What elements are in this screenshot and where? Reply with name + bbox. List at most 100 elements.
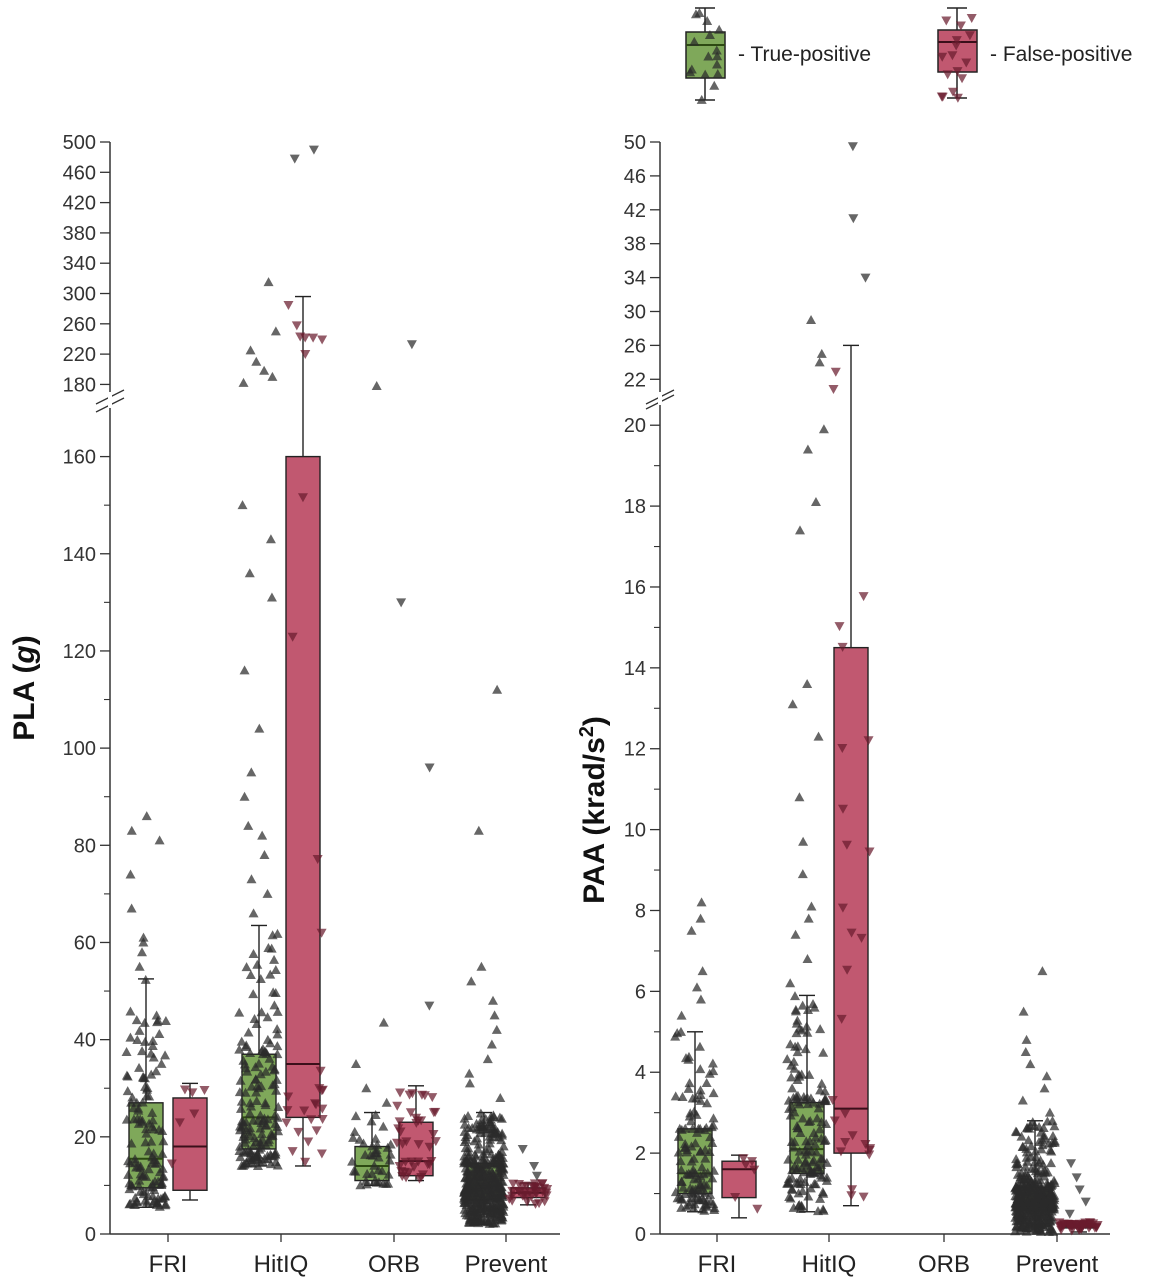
data-point (685, 1197, 696, 1207)
data-point (796, 1200, 807, 1210)
data-point (272, 1006, 283, 1016)
data-point (803, 1116, 814, 1126)
y-tick-label: 14 (624, 658, 646, 680)
data-point (747, 1157, 758, 1167)
outlier-point (806, 901, 817, 911)
outlier-point (361, 1083, 372, 1093)
outlier-point (1066, 1159, 1077, 1169)
data-point (738, 1154, 749, 1164)
data-point (234, 1007, 245, 1017)
data-point (858, 592, 869, 602)
data-point (154, 1029, 165, 1039)
data-point (788, 1142, 799, 1152)
data-point (251, 1018, 262, 1028)
data-point (125, 1032, 136, 1042)
outlier-point (487, 995, 498, 1005)
data-point (369, 1175, 380, 1185)
outlier-point (489, 1010, 500, 1020)
data-point (828, 384, 839, 394)
data-point (1046, 1187, 1057, 1197)
data-point (370, 1133, 381, 1143)
data-point (701, 1098, 712, 1108)
data-point (507, 1186, 518, 1196)
data-point (269, 954, 280, 964)
data-point (383, 1169, 394, 1179)
data-point (392, 1101, 403, 1111)
data-point (812, 1113, 823, 1123)
y-tick-label: 22 (624, 369, 646, 391)
data-point (522, 1197, 533, 1207)
data-point (519, 1191, 530, 1201)
data-point (416, 1116, 427, 1126)
legend-point (711, 59, 722, 69)
data-point (240, 1041, 251, 1051)
y-tick-label: 34 (624, 268, 646, 290)
outlier-point (810, 497, 821, 507)
data-point (483, 1216, 494, 1226)
data-point (1018, 1142, 1029, 1152)
data-point (837, 642, 848, 652)
data-point (143, 1146, 154, 1156)
data-point (837, 744, 848, 754)
data-point (688, 1203, 699, 1213)
legend-point (704, 30, 715, 40)
data-point (1058, 1219, 1069, 1229)
data-point (794, 1023, 805, 1033)
data-point (273, 1126, 284, 1136)
legend-point (937, 52, 948, 62)
data-point (459, 1156, 470, 1166)
outlier-point (818, 424, 829, 434)
data-point (252, 959, 263, 969)
outlier-point (244, 568, 255, 578)
y-tick-label: 380 (63, 223, 96, 245)
outlier-point (1071, 1173, 1082, 1183)
data-point (810, 1179, 821, 1189)
data-point (709, 1204, 720, 1214)
outlier-point (371, 380, 382, 390)
legend-point (955, 21, 966, 31)
outlier-point (797, 869, 808, 879)
data-point (1038, 1122, 1049, 1132)
data-point (792, 1047, 803, 1057)
data-point (473, 1161, 484, 1171)
data-point (263, 943, 274, 953)
data-point (818, 1188, 829, 1198)
false-positive-box-fri (721, 1154, 763, 1219)
outlier-point (381, 1097, 392, 1107)
data-point (299, 1106, 310, 1116)
data-point (123, 1169, 134, 1179)
legend-true-positive-label: - True-positive (738, 43, 871, 66)
data-points (827, 142, 876, 1202)
data-point (235, 1075, 246, 1085)
y-tick-label: 220 (63, 344, 96, 366)
data-point (1021, 1173, 1032, 1183)
data-point (793, 1188, 804, 1198)
data-point (1034, 1206, 1045, 1216)
data-point (830, 367, 841, 377)
outlier-point (813, 731, 824, 741)
data-point (1013, 1221, 1024, 1231)
data-point (800, 1157, 811, 1167)
data-point (695, 1085, 706, 1095)
legend-point (966, 14, 977, 24)
y-tick-label: 40 (74, 1030, 96, 1052)
outlier-point (289, 154, 300, 164)
outlier-point (126, 825, 137, 835)
data-point (705, 1132, 716, 1142)
data-point (141, 1084, 152, 1094)
legend-point (709, 80, 720, 90)
outlier-point (134, 961, 145, 971)
x-category-label-orb: ORB (368, 1251, 420, 1278)
data-point (1010, 1226, 1021, 1236)
data-point (461, 1134, 472, 1144)
data-point (140, 974, 151, 984)
data-point (504, 1194, 515, 1204)
data-point (531, 1189, 542, 1199)
data-point (803, 1005, 814, 1015)
data-points (234, 277, 284, 1170)
data-point (816, 1078, 827, 1088)
data-point (860, 1139, 871, 1149)
data-point (484, 1138, 495, 1148)
data-point (256, 1007, 267, 1017)
y-tick-label: 260 (63, 314, 96, 336)
